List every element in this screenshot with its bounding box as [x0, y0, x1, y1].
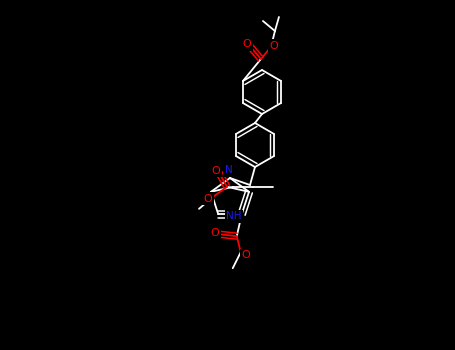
Text: O: O	[204, 194, 212, 204]
Text: N: N	[225, 165, 233, 175]
Text: O: O	[269, 41, 278, 51]
Text: O: O	[243, 39, 251, 49]
Text: O: O	[242, 250, 250, 260]
Text: O: O	[212, 166, 220, 176]
Text: O: O	[210, 228, 219, 238]
Text: NH: NH	[226, 211, 242, 221]
